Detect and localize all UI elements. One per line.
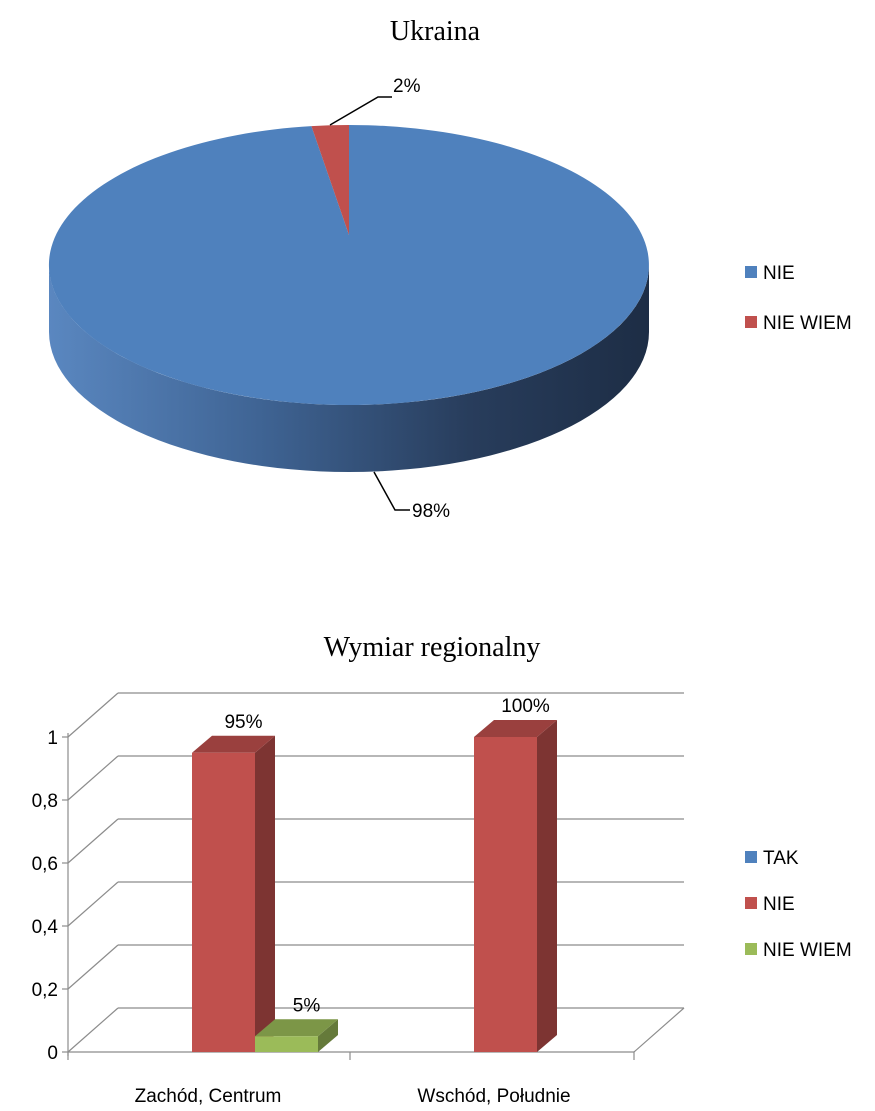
bars: 95% 5% 100% bbox=[192, 696, 557, 1052]
x-tick-label-zachod-centrum: Zachód, Centrum bbox=[135, 1086, 282, 1107]
bar-chart: Wymiar regionalny 0 0,2 0,4 0,6 0,8 1 95% 5% 10… bbox=[32, 632, 852, 1107]
legend-swatch-nie bbox=[745, 266, 757, 278]
bar-nie-wiem-0 bbox=[255, 1019, 338, 1052]
x-tick-label-wschod-poludnie: Wschód, Południe bbox=[417, 1086, 570, 1107]
pie-side-wall bbox=[49, 265, 649, 472]
legend-swatch-nie-wiem bbox=[745, 943, 757, 955]
y-tick-label: 0,4 bbox=[32, 917, 59, 938]
y-tick-label: 0,2 bbox=[32, 980, 58, 1001]
bar-nie-0 bbox=[192, 735, 275, 1052]
legend-label-tak: TAK bbox=[763, 848, 799, 869]
pie-data-label-nie-wiem: 2% bbox=[393, 76, 421, 97]
legend-label-nie: NIE bbox=[763, 894, 795, 915]
label-leader-98 bbox=[373, 471, 410, 511]
y-tick-label: 0,6 bbox=[32, 854, 58, 875]
bar-nie-1 bbox=[474, 720, 557, 1052]
pie-title: Ukraina bbox=[390, 16, 481, 47]
bar-title: Wymiar regionalny bbox=[324, 632, 541, 663]
legend-swatch-tak bbox=[745, 851, 757, 863]
pie-chart: Ukraina 2% 98% NIE NIE WIEM bbox=[48, 16, 852, 522]
gridline bbox=[67, 818, 119, 864]
gridline bbox=[67, 692, 119, 738]
legend-swatch-nie bbox=[745, 897, 757, 909]
y-axis-ticks: 0 0,2 0,4 0,6 0,8 1 bbox=[32, 728, 635, 1064]
bar-data-label: 95% bbox=[224, 712, 262, 733]
pie-data-label-nie: 98% bbox=[412, 501, 450, 522]
legend-label-nie: NIE bbox=[763, 263, 795, 284]
pie-slice-nie-wiem bbox=[311, 125, 349, 235]
bar-data-label: 5% bbox=[293, 995, 321, 1016]
legend-label-nie-wiem: NIE WIEM bbox=[763, 940, 852, 961]
bar-data-label: 100% bbox=[501, 696, 550, 717]
y-tick-label: 0,8 bbox=[32, 791, 58, 812]
gridline bbox=[67, 755, 119, 801]
gridline bbox=[67, 944, 119, 990]
bar-gridlines bbox=[67, 692, 685, 1056]
gridline bbox=[67, 881, 119, 927]
bar-legend: TAK NIE NIE WIEM bbox=[745, 848, 852, 961]
gridline bbox=[67, 1007, 119, 1053]
legend-label-nie-wiem: NIE WIEM bbox=[763, 313, 852, 334]
label-leader-2 bbox=[329, 96, 392, 126]
y-tick-label: 0 bbox=[47, 1043, 58, 1064]
pie-slice-nie bbox=[48, 125, 649, 405]
y-tick-label: 1 bbox=[47, 728, 58, 749]
pie-legend: NIE NIE WIEM bbox=[745, 263, 852, 334]
legend-swatch-nie-wiem bbox=[745, 316, 757, 328]
